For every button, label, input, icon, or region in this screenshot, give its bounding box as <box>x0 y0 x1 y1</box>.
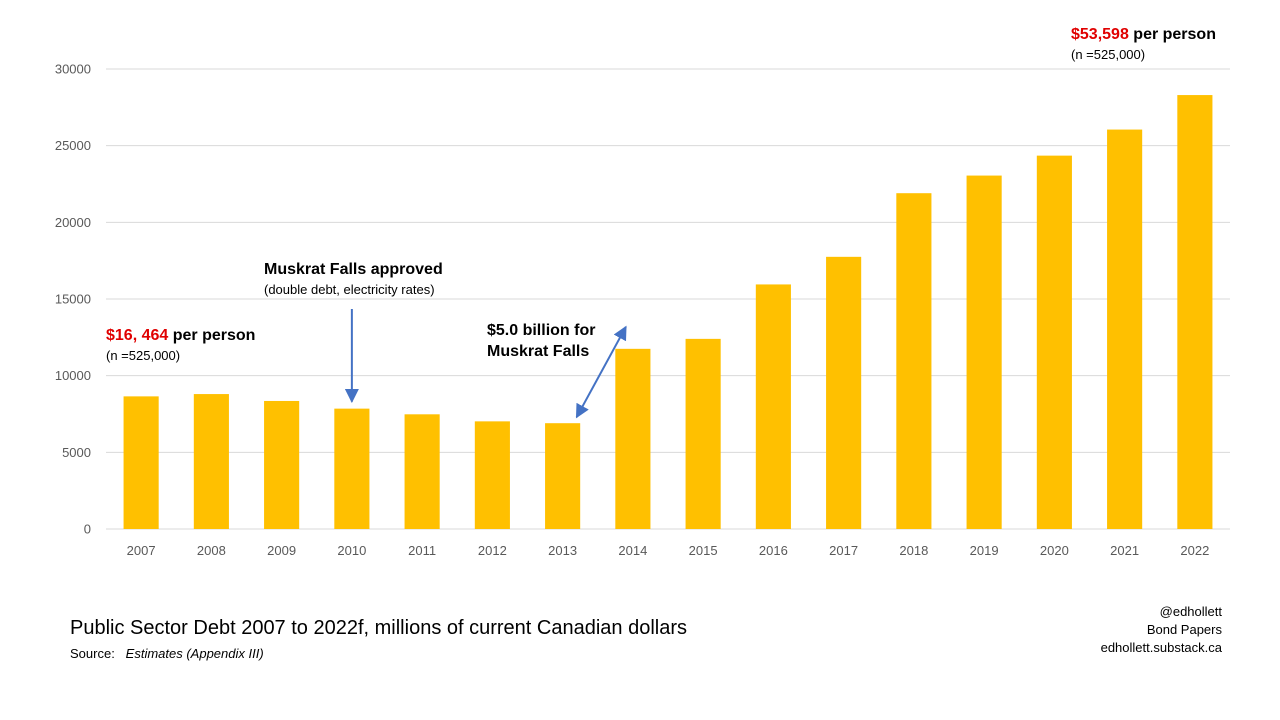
start-population-note: (n =525,000) <box>106 348 181 363</box>
credit-handle: @edhollett <box>1159 604 1222 619</box>
x-tick-label-2020: 2020 <box>1040 543 1069 558</box>
credits: @edhollett Bond Papers edhollett.substac… <box>1101 603 1222 657</box>
end-per-person-amount: $53,598 <box>1071 26 1129 43</box>
x-tick-label-2016: 2016 <box>759 543 788 558</box>
x-tick-label-2014: 2014 <box>618 543 647 558</box>
bar-2007 <box>123 396 159 529</box>
bar-2014 <box>615 348 651 529</box>
bar-2020 <box>1036 155 1072 529</box>
y-axis-ticks: 0 5000 10000 15000 20000 25000 30000 <box>55 62 91 537</box>
source-line: Source: Estimates (Appendix III) <box>70 646 264 661</box>
x-tick-label-2015: 2015 <box>689 543 718 558</box>
x-tick-label-2013: 2013 <box>548 543 577 558</box>
muskrat-falls-approved-annotation: Muskrat Falls approved (double debt, ele… <box>264 261 443 297</box>
x-tick-label-2021: 2021 <box>1110 543 1139 558</box>
x-tick-label-2017: 2017 <box>829 543 858 558</box>
x-tick-label-2011: 2011 <box>408 543 436 558</box>
x-tick-label-2009: 2009 <box>267 543 296 558</box>
muskrat-falls-5b-annotation: $5.0 billion for Muskrat Falls <box>487 320 595 362</box>
start-per-person-suffix: per person <box>168 327 256 344</box>
y-tick-label-0: 0 <box>84 522 91 537</box>
bar-2015 <box>685 338 721 529</box>
x-tick-label-2010: 2010 <box>337 543 366 558</box>
y-tick-label-15000: 15000 <box>55 292 91 307</box>
x-tick-label-2018: 2018 <box>899 543 928 558</box>
annotation-arrows <box>344 309 627 419</box>
x-tick-label-2019: 2019 <box>970 543 999 558</box>
bar-2021 <box>1107 129 1143 530</box>
chart-title: Public Sector Debt 2007 to 2022f, millio… <box>70 617 688 639</box>
bars <box>123 95 1213 530</box>
bar-2013 <box>545 423 581 529</box>
end-population-note: (n =525,000) <box>1071 47 1146 62</box>
muskrat-5b-arrow <box>575 325 627 419</box>
x-tick-label-2012: 2012 <box>478 543 507 558</box>
bar-2011 <box>404 414 440 529</box>
bar-2019 <box>966 175 1002 530</box>
y-tick-label-5000: 5000 <box>62 445 91 460</box>
x-tick-label-2007: 2007 <box>127 543 156 558</box>
start-per-person-amount: $16, 464 <box>106 327 169 344</box>
bar-2022 <box>1177 95 1213 530</box>
credit-blog-name: Bond Papers <box>1146 622 1222 637</box>
bar-2016 <box>755 284 791 529</box>
muskrat-falls-5b-line2: Muskrat Falls <box>487 343 590 360</box>
x-tick-label-2008: 2008 <box>197 543 226 558</box>
x-tick-label-2022: 2022 <box>1180 543 1209 558</box>
bar-2010 <box>334 408 370 529</box>
start-per-person-annotation: $16, 464 per person (n =525,000) <box>106 327 255 363</box>
bar-2009 <box>264 400 300 529</box>
end-per-person-annotation: $53,598 per person (n =525,000) <box>1071 26 1216 62</box>
end-per-person-suffix: per person <box>1128 26 1216 43</box>
y-tick-label-10000: 10000 <box>55 368 91 383</box>
x-axis-ticks: 2007 2008 2009 2010 2011 2012 2013 2014 2015 2016… <box>127 543 1210 558</box>
source-label: Source: <box>70 646 115 661</box>
muskrat-falls-approved-note: (double debt, electricity rates) <box>264 282 435 297</box>
source-text: Estimates (Appendix III) <box>125 646 264 661</box>
bar-2017 <box>826 256 862 529</box>
y-tick-label-30000: 30000 <box>55 62 91 77</box>
muskrat-falls-approved-title: Muskrat Falls approved <box>264 261 443 278</box>
bar-2018 <box>896 193 932 529</box>
y-tick-label-20000: 20000 <box>55 215 91 230</box>
credit-url: edhollett.substack.ca <box>1100 640 1222 655</box>
bar-2012 <box>474 421 510 529</box>
y-tick-label-25000: 25000 <box>55 138 91 153</box>
bar-2008 <box>193 394 229 529</box>
muskrat-falls-5b-line1: $5.0 billion for <box>487 322 596 339</box>
